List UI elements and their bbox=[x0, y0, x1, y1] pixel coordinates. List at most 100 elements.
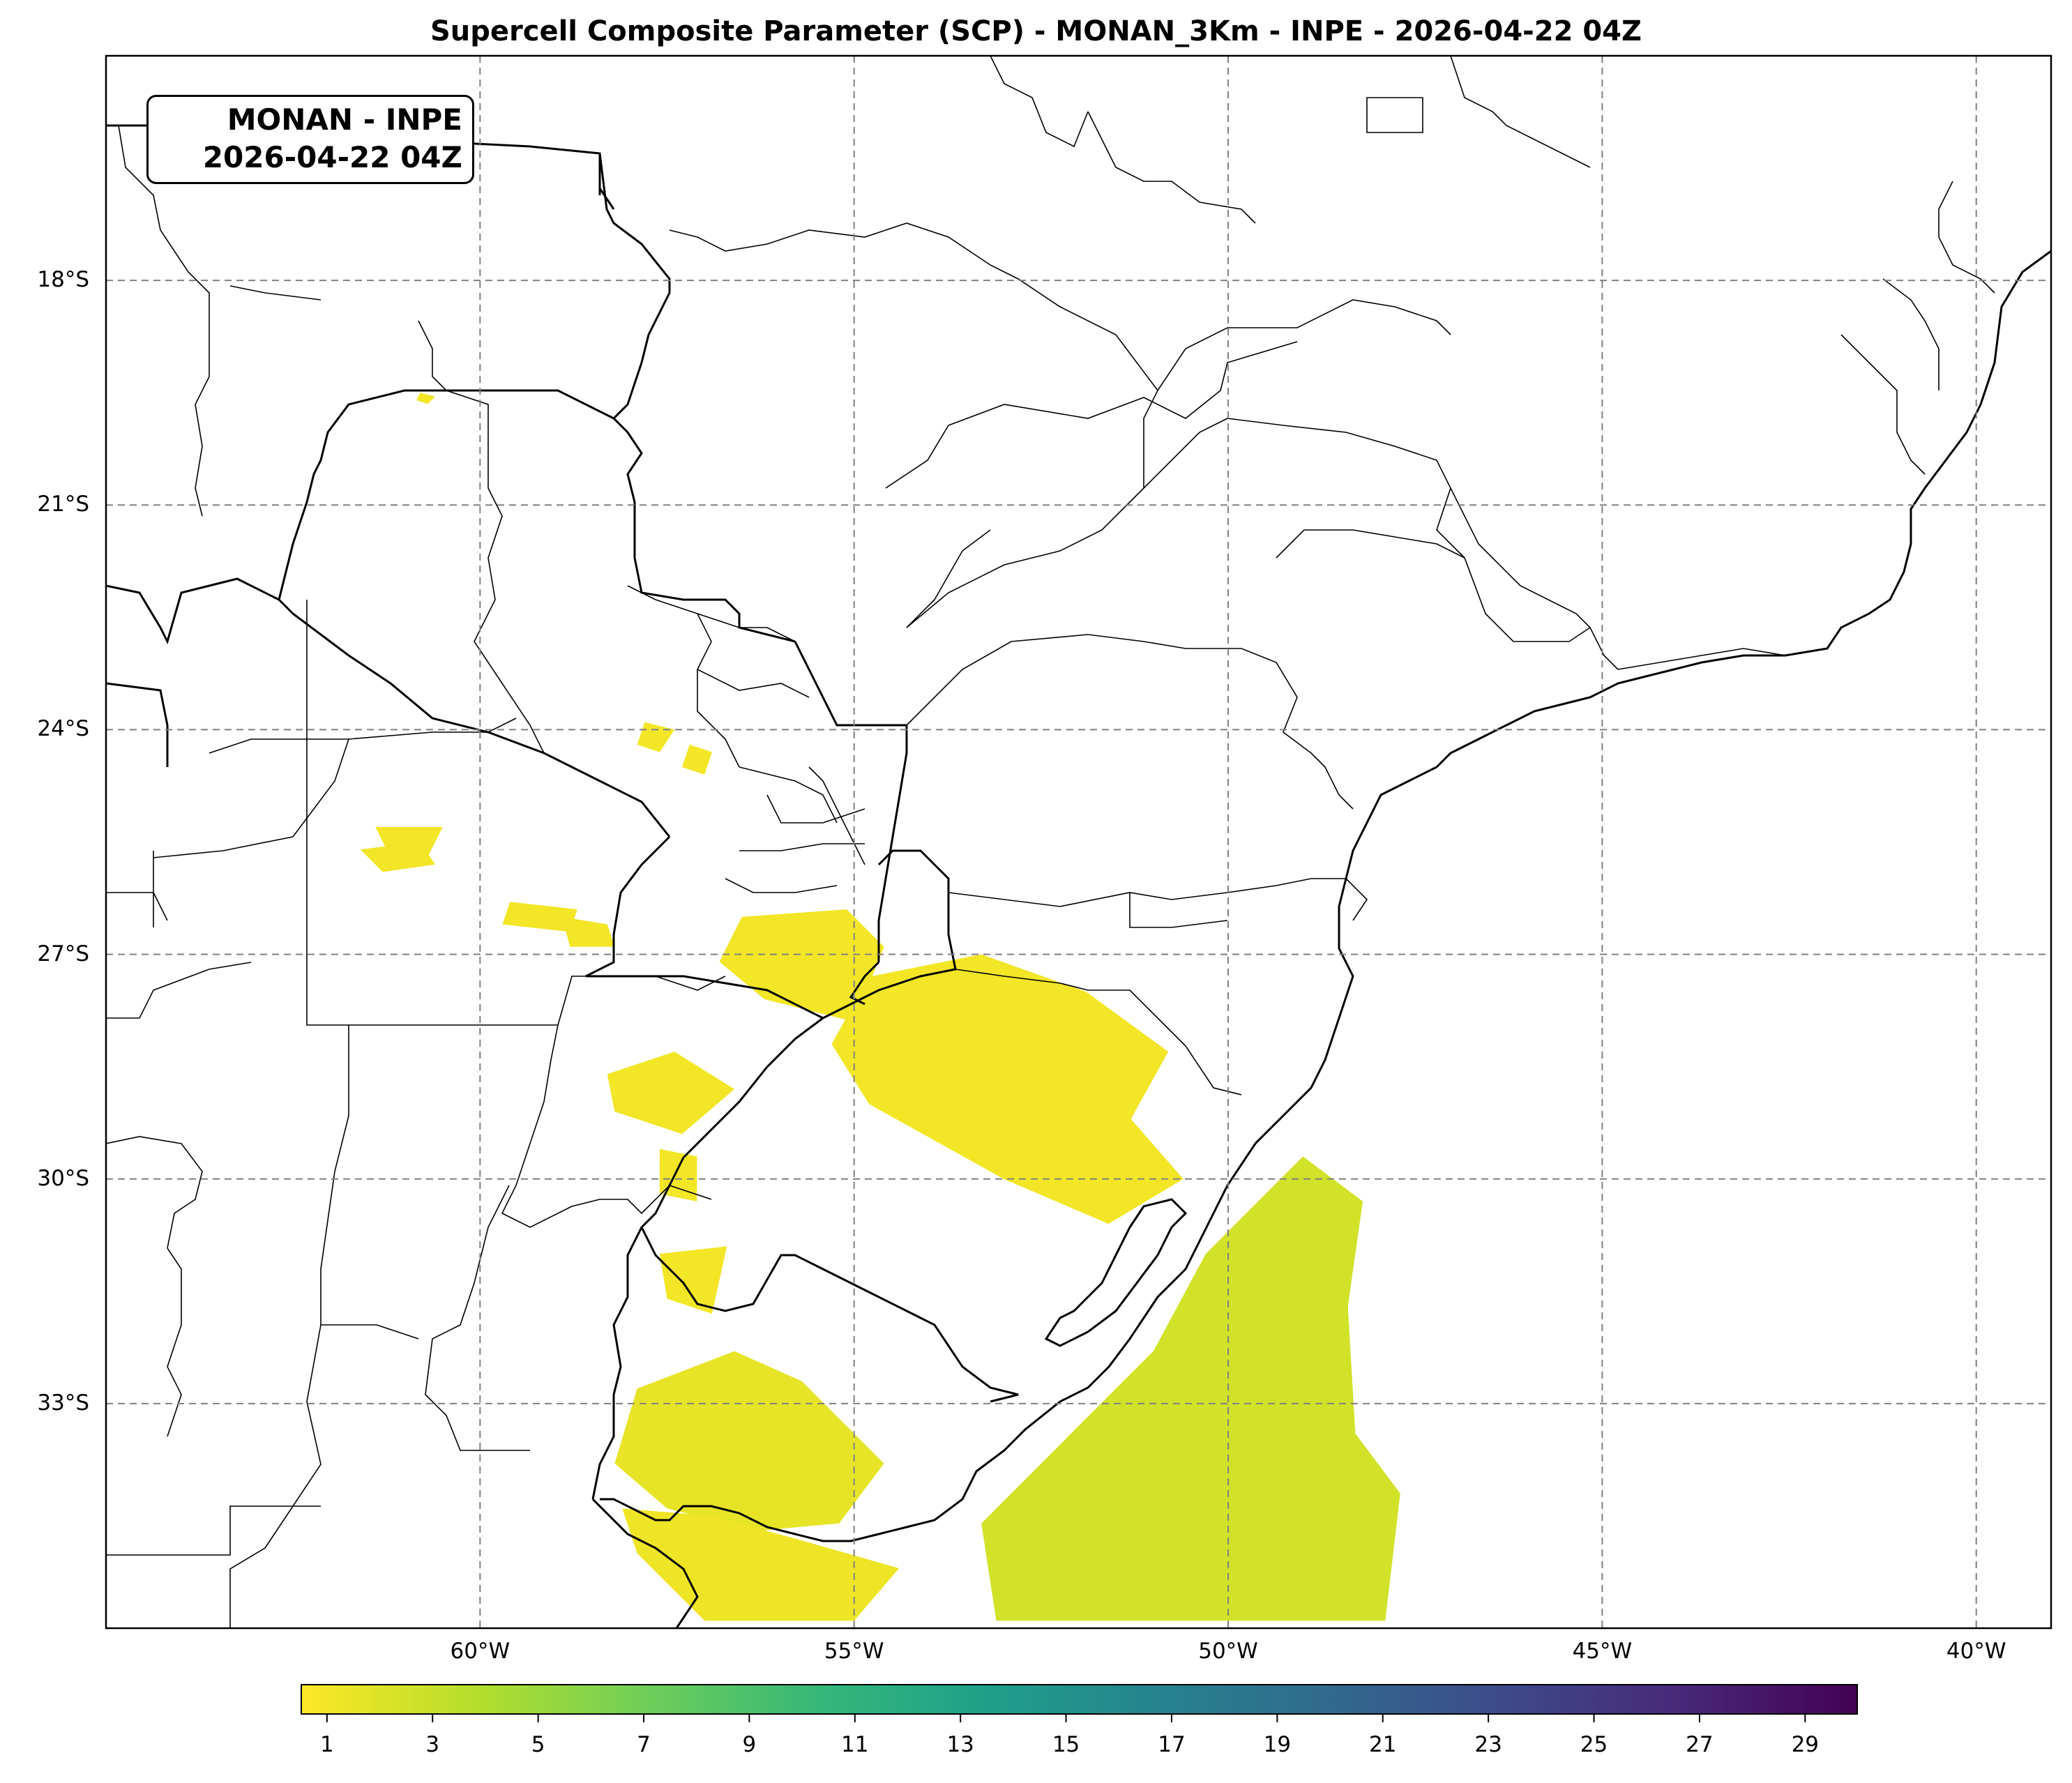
colorbar-tick-label: 13 bbox=[946, 1732, 974, 1757]
colorbar-tick-label: 29 bbox=[1791, 1732, 1820, 1757]
state-borders bbox=[106, 56, 1995, 1628]
lon-label: 55°W bbox=[824, 1639, 884, 1664]
scp-region-chaco-east bbox=[562, 916, 615, 947]
border-arg-sanjuan bbox=[167, 1247, 182, 1437]
border-go-mt bbox=[1087, 111, 1256, 224]
info-box-line-1: MONAN - INPE bbox=[227, 103, 462, 137]
border-bolivia-dept-3 bbox=[229, 285, 322, 301]
border-ms-sp bbox=[906, 529, 991, 628]
border-chile-argentina-north bbox=[106, 682, 169, 767]
border-arg-corrientes bbox=[600, 1185, 712, 1215]
border-paraguay-dept-4 bbox=[697, 613, 796, 642]
colorbar-tick-label: 7 bbox=[637, 1732, 651, 1757]
scp-region-paraguay-east bbox=[637, 722, 675, 752]
border-sp-mg-2 bbox=[906, 418, 1591, 642]
country-borders bbox=[106, 124, 2051, 1628]
border-arg-catamarca-2 bbox=[106, 892, 154, 927]
lon-label: 40°W bbox=[1946, 1639, 2006, 1664]
border-paraguay-dept-3 bbox=[697, 669, 810, 698]
lagoa-dos-patos bbox=[1044, 1198, 1188, 1347]
colorbar-tick-label: 5 bbox=[531, 1732, 545, 1757]
colorbar-tick-label: 17 bbox=[1158, 1732, 1186, 1757]
lon-label: 60°W bbox=[450, 1639, 511, 1664]
border-bolivia-dept-1 bbox=[118, 125, 210, 328]
border-arg-sanluis bbox=[321, 1324, 419, 1340]
border-uruguay-river bbox=[640, 1017, 824, 1270]
gridlines bbox=[106, 56, 2051, 1628]
border-paraguay-dept-8 bbox=[725, 878, 838, 893]
chart-title: Supercell Composite Parameter (SCP) - MO… bbox=[430, 15, 1642, 47]
border-rj-mg bbox=[1450, 487, 1619, 670]
border-mg-ms bbox=[1157, 299, 1451, 391]
border-paraguay-argentina-pilcomayo bbox=[292, 612, 671, 837]
border-arg-formosa bbox=[586, 976, 726, 991]
border-brazil-bolivia-north bbox=[598, 153, 671, 293]
scp-region-chaco-far-west bbox=[375, 827, 443, 857]
border-pr-coast bbox=[1345, 878, 1368, 921]
border-arg-mendoza bbox=[106, 1505, 321, 1556]
colorbar-tick-label: 19 bbox=[1263, 1732, 1292, 1757]
colorbar bbox=[301, 1684, 1858, 1715]
border-ba-go bbox=[1450, 56, 1591, 168]
border-paraguay-dept-7 bbox=[739, 843, 865, 851]
border-ms-go bbox=[990, 264, 1158, 391]
border-paraguay-dept-9 bbox=[808, 766, 865, 865]
lat-label: 21°S bbox=[37, 492, 89, 517]
border-bolivia-dept-2 bbox=[195, 328, 210, 517]
border-paraguay-argentina-south bbox=[586, 975, 824, 1019]
border-pr-sc bbox=[948, 878, 1346, 907]
border-es-mg bbox=[1882, 278, 1939, 390]
lat-label: 24°S bbox=[37, 716, 89, 742]
colorbar-tick-label: 15 bbox=[1052, 1732, 1080, 1757]
scp-region-ocean-south-brazil-uruguay bbox=[981, 1156, 1400, 1621]
info-box: MONAN - INPE 2026-04-22 04Z bbox=[146, 95, 474, 184]
border-brazil-bolivia-mid bbox=[612, 292, 671, 420]
colorbar-tick-label: 23 bbox=[1474, 1732, 1502, 1757]
colorbar-tick-label: 27 bbox=[1686, 1732, 1714, 1757]
lon-label: 45°W bbox=[1572, 1639, 1633, 1664]
border-arg-tucuman bbox=[209, 738, 307, 754]
colorbar-tick-label: 9 bbox=[742, 1732, 757, 1757]
border-arg-cordoba bbox=[229, 1025, 349, 1628]
border-pr-sc-2 bbox=[1129, 893, 1228, 928]
border-sp-pr bbox=[906, 634, 1354, 810]
border-paraguay-dept-1 bbox=[446, 390, 545, 754]
border-sp-mg bbox=[885, 341, 1298, 489]
scp-region-rio-grande-do-sul-north bbox=[831, 954, 1184, 1224]
lon-label: 50°W bbox=[1198, 1639, 1258, 1664]
colorbar-tick-label: 1 bbox=[319, 1732, 334, 1757]
border-bolivia-dept-4 bbox=[418, 320, 460, 391]
border-arg-chaco bbox=[557, 976, 586, 1026]
border-mt-go-north bbox=[990, 56, 1089, 148]
border-brazil-paraguay bbox=[612, 417, 796, 643]
border-df bbox=[1366, 97, 1423, 133]
lat-label: 33°S bbox=[37, 1390, 89, 1416]
lat-label: 30°S bbox=[37, 1165, 89, 1191]
border-parana-river bbox=[877, 725, 908, 962]
scp-region-corrientes bbox=[607, 1052, 735, 1135]
scp-region-rio-de-la-plata bbox=[622, 1508, 900, 1621]
border-paraguay-dept-6 bbox=[766, 794, 865, 824]
border-mt-ms bbox=[669, 222, 991, 266]
border-misiones bbox=[822, 849, 957, 1019]
border-arg-entrerios bbox=[425, 1185, 530, 1451]
border-uruguay-brazil bbox=[668, 1254, 1019, 1403]
border-sc-rs bbox=[955, 969, 1242, 1095]
colorbar-tick-label: 21 bbox=[1369, 1732, 1397, 1757]
scp-region-uruguay-north bbox=[659, 1246, 727, 1314]
border-paraguay-dept-5 bbox=[739, 766, 838, 824]
lat-label: 27°S bbox=[37, 941, 89, 966]
border-ms-go-2 bbox=[1143, 390, 1158, 488]
scp-fill-layer bbox=[360, 393, 1400, 1621]
colorbar-tick-label: 25 bbox=[1580, 1732, 1608, 1757]
border-bolivia-paraguay bbox=[278, 389, 614, 600]
border-rj-sp bbox=[1617, 648, 1786, 670]
coastline-atlantic bbox=[600, 250, 2051, 1542]
border-paraguay-dept-2 bbox=[627, 585, 740, 768]
scp-region-north-bolivia-speck bbox=[416, 393, 435, 404]
scp-region-paraguay-east-2 bbox=[682, 744, 712, 775]
border-uruguay-argentina bbox=[591, 1227, 643, 1500]
border-brazil-paraguay-2 bbox=[794, 641, 907, 727]
border-arg-catamarca bbox=[153, 851, 168, 921]
